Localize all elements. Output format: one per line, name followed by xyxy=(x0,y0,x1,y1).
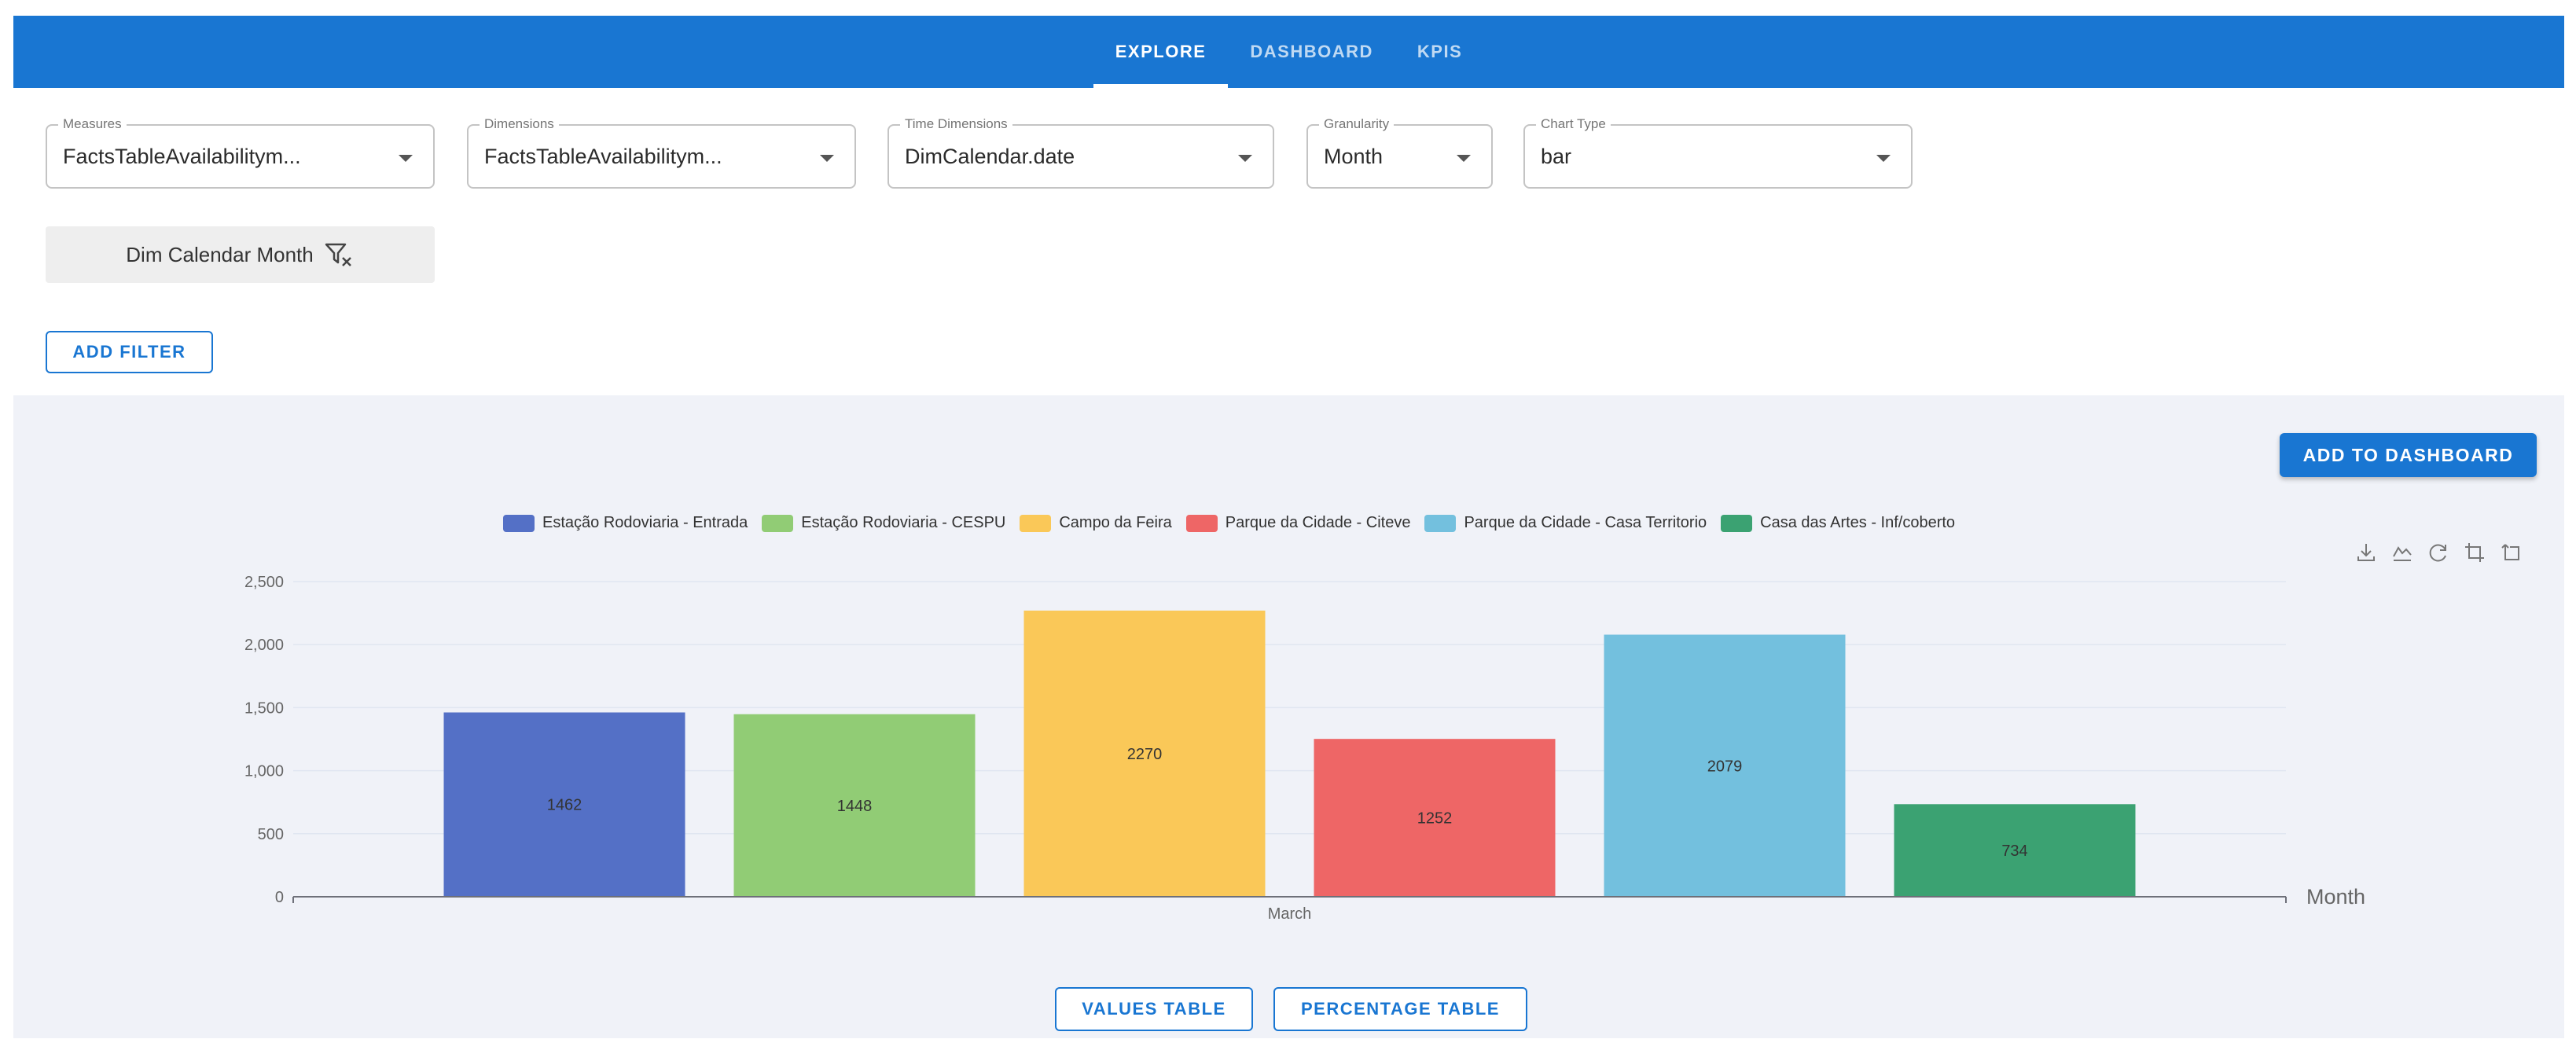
bar xyxy=(1894,804,2136,897)
download-icon[interactable] xyxy=(2354,541,2378,564)
tab-kpis[interactable]: KPIS xyxy=(1417,42,1463,61)
legend-swatch xyxy=(762,514,794,532)
bar-value-label: 1252 xyxy=(1417,810,1453,828)
y-tick-label: 1,500 xyxy=(244,699,284,717)
measures-label: Measures xyxy=(58,116,127,133)
legend-swatch xyxy=(1020,514,1052,532)
tab-dashboard[interactable]: DASHBOARD xyxy=(1250,42,1373,61)
chevron-down-icon xyxy=(399,155,413,162)
dimensions-label: Dimensions xyxy=(480,116,559,133)
legend-swatch xyxy=(1721,514,1753,532)
legend-swatch xyxy=(1185,514,1218,532)
filter-chip[interactable]: Dim Calendar Month xyxy=(46,226,435,283)
dimensions-select[interactable]: Dimensions FactsTableAvailabilitym... xyxy=(467,116,856,189)
bar xyxy=(1023,610,1266,897)
x-axis-title: Month xyxy=(2306,885,2365,909)
legend-item[interactable]: Casa das Artes - Inf/coberto xyxy=(1721,514,1955,532)
bar xyxy=(1314,739,1556,897)
bar xyxy=(443,712,685,897)
granularity-label: Granularity xyxy=(1319,116,1395,133)
chart-type-label: Chart Type xyxy=(1536,116,1611,133)
chevron-down-icon xyxy=(1876,155,1891,162)
bar xyxy=(733,714,976,897)
add-to-dashboard-button[interactable]: ADD TO DASHBOARD xyxy=(2280,433,2537,477)
legend-label: Casa das Artes - Inf/coberto xyxy=(1760,514,1956,531)
chart-toolbox xyxy=(2354,541,2523,564)
measures-select[interactable]: Measures FactsTableAvailabilitym... xyxy=(46,116,435,189)
line-chart-icon[interactable] xyxy=(2390,541,2414,564)
y-tick-label: 500 xyxy=(258,826,284,843)
y-tick-label: 0 xyxy=(275,889,284,906)
granularity-select[interactable]: Granularity Month xyxy=(1306,116,1493,189)
bar xyxy=(1604,634,1846,897)
tab-explore[interactable]: EXPLORE xyxy=(1093,16,1229,88)
y-tick-label: 1,000 xyxy=(244,763,284,780)
chevron-down-icon xyxy=(820,155,834,162)
filter-chip-label: Dim Calendar Month xyxy=(126,242,314,266)
legend-swatch xyxy=(503,514,535,532)
chevron-down-icon xyxy=(1238,155,1252,162)
time-dimensions-label: Time Dimensions xyxy=(900,116,1012,133)
bar-value-label: 2270 xyxy=(1127,746,1163,763)
data-labels: 1462 1448 2270 1252 2079 734 xyxy=(547,746,2028,860)
refresh-icon[interactable] xyxy=(2427,541,2450,564)
crop-back-icon[interactable] xyxy=(2499,541,2523,564)
time-dimensions-select[interactable]: Time Dimensions DimCalendar.date xyxy=(887,116,1274,189)
chart-type-select[interactable]: Chart Type bar xyxy=(1523,116,1913,189)
legend-label: Estação Rodoviaria - CESPU xyxy=(801,514,1006,531)
legend-label: Campo da Feira xyxy=(1059,514,1172,531)
percentage-table-button[interactable]: PERCENTAGE TABLE xyxy=(1273,987,1527,1031)
top-nav: EXPLORE DASHBOARD KPIS xyxy=(13,16,2564,88)
chevron-down-icon xyxy=(1457,155,1471,162)
axes: 0 500 1,000 1,500 2,000 2,500 March Month xyxy=(244,574,2365,923)
bar-value-label: 1462 xyxy=(547,797,582,814)
bar-value-label: 2079 xyxy=(1707,758,1743,775)
chart-legend: Estação Rodoviaria - Entrada Estação Rod… xyxy=(503,514,1955,532)
legend-item[interactable]: Estação Rodoviaria - Entrada xyxy=(503,514,748,532)
legend-item[interactable]: Estação Rodoviaria - CESPU xyxy=(762,514,1005,532)
y-tick-label: 2,000 xyxy=(244,637,284,654)
legend-label: Estação Rodoviaria - Entrada xyxy=(542,514,748,531)
legend-item[interactable]: Parque da Cidade - Citeve xyxy=(1185,514,1411,532)
legend-label: Parque da Cidade - Casa Territorio xyxy=(1464,514,1707,531)
x-tick-label: March xyxy=(1268,905,1312,923)
legend-item[interactable]: Campo da Feira xyxy=(1020,514,1172,532)
bars xyxy=(443,610,2136,897)
chart-panel xyxy=(13,395,2564,1038)
legend-item[interactable]: Parque da Cidade - Casa Territorio xyxy=(1424,514,1707,532)
bar-value-label: 734 xyxy=(2001,843,2027,860)
legend-label: Parque da Cidade - Citeve xyxy=(1225,514,1411,531)
bar-value-label: 1448 xyxy=(837,798,873,815)
values-table-button[interactable]: VALUES TABLE xyxy=(1055,987,1253,1031)
add-filter-button[interactable]: ADD FILTER xyxy=(46,331,213,373)
y-tick-label: 2,500 xyxy=(244,574,284,591)
legend-swatch xyxy=(1424,514,1457,532)
clear-filter-icon[interactable] xyxy=(323,240,355,269)
crop-icon[interactable] xyxy=(2463,541,2486,564)
